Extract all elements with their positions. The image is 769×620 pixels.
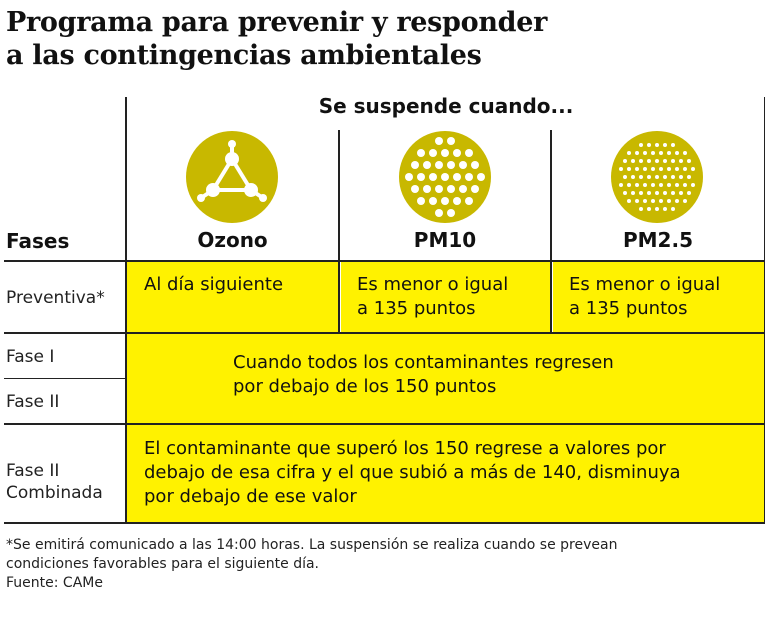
footnote-line: *Se emitirá comunicado a las 14:00 horas… <box>6 537 618 553</box>
fases-header: Fases <box>6 229 70 253</box>
row-rule-1 <box>4 332 765 334</box>
phase-label-preventiva: Preventiva* <box>6 288 105 308</box>
cell-fase-2-combinada <box>127 425 764 522</box>
preventiva-ozono-text: Al día siguiente <box>144 274 284 295</box>
cell-preventiva-pm10 <box>341 262 550 332</box>
text-line: por debajo de ese valor <box>144 486 357 507</box>
footnote: *Se emitirá comunicado a las 14:00 horas… <box>6 536 617 593</box>
table-bottom-rule <box>4 522 765 524</box>
preventiva-pm10-text: Es menor o igual a 135 puntos <box>357 273 508 321</box>
fase-2-combinada-text: El contaminante que superó los 150 regre… <box>144 437 681 509</box>
phase-label-fase-1: Fase I <box>6 347 55 367</box>
fine-particles-icon <box>611 131 703 223</box>
cell-preventiva-pm25 <box>553 262 764 332</box>
text-line: por debajo de los 150 puntos <box>233 376 497 397</box>
column-header-pm25: PM2.5 <box>623 228 693 252</box>
phase-label-line: Fase II <box>6 461 60 481</box>
cell-preventiva-ozono <box>127 262 338 332</box>
column-divider-fases <box>125 97 127 523</box>
header-rule <box>4 260 765 262</box>
text-line: a 135 puntos <box>569 298 688 319</box>
molecule-icon <box>186 131 278 223</box>
text-line: debajo de esa cifra y el que subió a más… <box>144 462 681 483</box>
column-header-pm10: PM10 <box>413 228 477 252</box>
phase-label-fase-2-combinada: Fase II Combinada <box>6 460 103 504</box>
text-line: El contaminante que superó los 150 regre… <box>144 438 666 459</box>
preventiva-pm25-text: Es menor o igual a 135 puntos <box>569 273 720 321</box>
source-line: Fuente: CAMe <box>6 575 103 591</box>
text-line: Cuando todos los contaminantes regresen <box>233 352 614 373</box>
footnote-line: condiciones favorables para el siguiente… <box>6 556 320 572</box>
title-line-2: a las contingencias ambientales <box>6 40 482 71</box>
column-divider-right <box>764 97 765 523</box>
column-header-ozono: Ozono <box>197 228 268 252</box>
phase-label-fase-2: Fase II <box>6 392 60 412</box>
infographic-title: Programa para prevenir y responder a las… <box>6 6 547 72</box>
fase-1-2-text: Cuando todos los contaminantes regresen … <box>233 351 614 399</box>
cell-fase-1-2 <box>127 334 764 423</box>
title-line-1: Programa para prevenir y responder <box>6 7 548 38</box>
large-particles-icon <box>399 131 491 223</box>
suspend-header: Se suspende cuando... <box>318 94 574 118</box>
text-line: Es menor o igual <box>569 274 721 295</box>
column-divider-ozono-pm10 <box>338 130 340 332</box>
column-divider-pm10-pm25 <box>550 130 552 332</box>
text-line: Es menor o igual <box>357 274 509 295</box>
row-rule-2 <box>4 423 765 425</box>
row-rule-fase <box>4 378 126 379</box>
phase-label-line: Combinada <box>6 483 103 503</box>
text-line: a 135 puntos <box>357 298 476 319</box>
